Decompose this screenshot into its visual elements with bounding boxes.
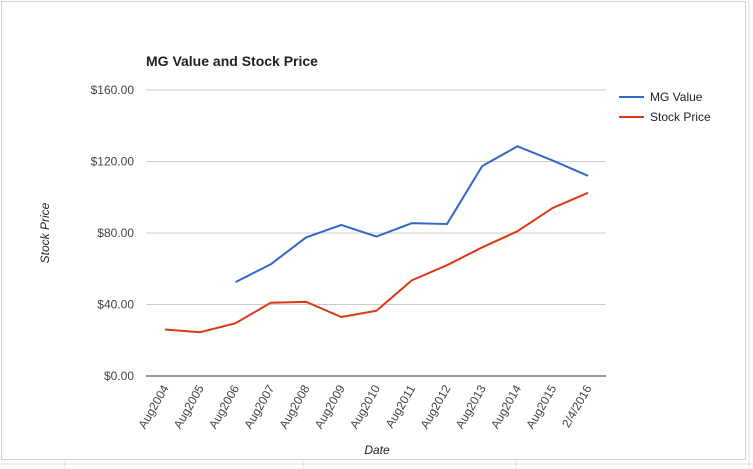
x-tick-label: Aug2008	[276, 382, 312, 431]
x-tick-label: Aug2006	[206, 382, 242, 431]
x-axis-tick-labels: Aug2004 Aug2005 Aug2006 Aug2007 Aug2008 Aug20…	[135, 382, 594, 431]
y-tick-label: $160.00	[91, 83, 135, 97]
x-tick-label: Aug2004	[135, 382, 171, 431]
x-tick-label: Aug2014	[488, 382, 524, 431]
legend-label: MG Value	[650, 90, 703, 104]
chart-container[interactable]	[1, 1, 746, 460]
series-lines	[164, 145, 589, 334]
x-tick-label: Aug2009	[312, 382, 348, 431]
y-axis-tick-labels: $0.00 $40.00 $80.00 $120.00 $160.00	[91, 83, 135, 383]
y-tick-label: $40.00	[97, 298, 134, 312]
gridlines	[146, 89, 606, 377]
x-tick-label: Aug2015	[523, 382, 559, 431]
chart-title: MG Value and Stock Price	[146, 53, 318, 69]
x-tick-label: Aug2010	[347, 382, 383, 431]
x-tick-label: Aug2012	[417, 382, 453, 431]
legend: MG Value Stock Price	[619, 90, 711, 124]
y-tick-label: $0.00	[104, 369, 134, 383]
series-line-mg-value	[235, 145, 589, 284]
series-line-stock-price	[164, 191, 589, 334]
y-axis-title: Stock Price	[38, 202, 52, 263]
x-tick-label: Aug2007	[241, 382, 277, 431]
x-tick-label: 2/4/2016	[559, 382, 595, 430]
y-tick-label: $80.00	[97, 226, 134, 240]
x-axis-title: Date	[364, 443, 390, 457]
x-tick-label: Aug2005	[171, 382, 207, 431]
legend-label: Stock Price	[650, 110, 711, 124]
x-tick-label: Aug2011	[383, 382, 419, 430]
x-tick-label: Aug2013	[453, 382, 489, 431]
y-tick-label: $120.00	[91, 155, 135, 169]
